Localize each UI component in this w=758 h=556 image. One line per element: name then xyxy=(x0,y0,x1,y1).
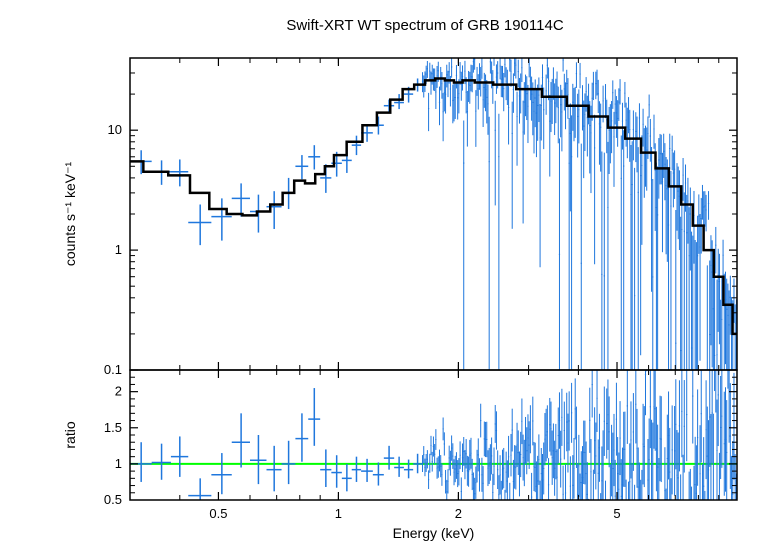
y-tick-label-bottom: 1.5 xyxy=(104,420,122,435)
x-tick-label: 5 xyxy=(613,506,620,521)
y-tick-label-bottom: 1 xyxy=(115,456,122,471)
x-tick-label: 2 xyxy=(455,506,462,521)
y-tick-label-top: 1 xyxy=(115,242,122,257)
x-tick-label: 0.5 xyxy=(209,506,227,521)
y-tick-label-bottom: 2 xyxy=(115,384,122,399)
x-axis-label: Energy (keV) xyxy=(393,525,475,541)
y-tick-label-top: 10 xyxy=(108,122,122,137)
chart-container: Swift-XRT WT spectrum of GRB 190114C 0.5 1… xyxy=(0,0,758,556)
top-panel-frame xyxy=(130,58,737,370)
y-axis-label-bottom: ratio xyxy=(62,421,78,448)
chart-svg: Swift-XRT WT spectrum of GRB 190114C 0.5 1… xyxy=(0,0,758,556)
y-axis-label-top: counts s⁻¹ keV⁻¹ xyxy=(62,162,78,267)
y-tick-label-top: 0.1 xyxy=(104,362,122,377)
x-tick-label: 1 xyxy=(335,506,342,521)
chart-title: Swift-XRT WT spectrum of GRB 190114C xyxy=(286,17,563,34)
y-tick-label-bottom: 0.5 xyxy=(104,492,122,507)
model-line xyxy=(130,78,737,333)
